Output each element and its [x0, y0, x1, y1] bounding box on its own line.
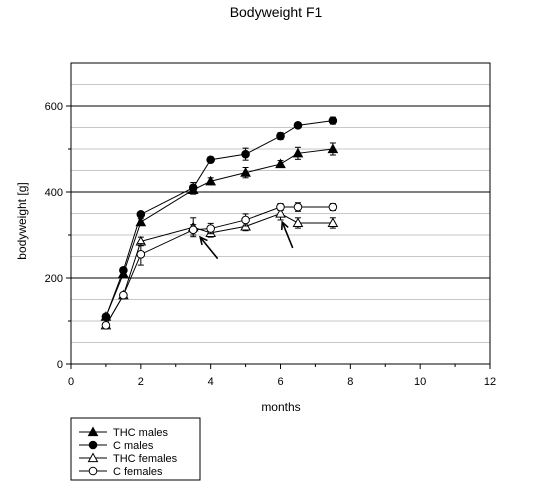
y-tick-label: 0 — [57, 359, 63, 371]
y-tick-label: 400 — [45, 187, 63, 199]
data-point-c-females — [188, 225, 198, 235]
data-point-c-males — [188, 183, 198, 192]
chart-title: Bodyweight F1 — [230, 4, 323, 20]
plot-area: 0 2 4 6 8 10 12 0 200 400 600 — [45, 62, 496, 388]
data-point-c-males — [241, 149, 250, 159]
data-point-thc-females — [275, 207, 286, 218]
data-point-c-females — [276, 202, 285, 212]
annotation-arrow — [281, 221, 294, 249]
data-point-c-females — [241, 215, 250, 225]
data-point-c-males — [276, 131, 285, 141]
x-tick-label: 2 — [138, 376, 144, 388]
x-tick-label: 10 — [414, 376, 426, 388]
data-point-c-females — [293, 202, 303, 212]
data-point-c-males — [119, 265, 128, 275]
annotation-arrowhead — [199, 235, 208, 246]
legend-label-c-males: C males — [113, 440, 154, 452]
x-tick-label: 0 — [68, 376, 74, 388]
legend-marker-c-females — [88, 466, 98, 476]
x-axis-title: months — [261, 400, 300, 414]
annotation-arrowhead — [280, 220, 289, 231]
legend-label-c-females: C females — [113, 466, 163, 478]
data-point-c-females — [136, 250, 146, 259]
data-point-thc-males — [205, 175, 217, 186]
data-point-c-females — [328, 202, 338, 212]
data-point-c-males — [136, 210, 146, 219]
data-point-c-males — [101, 312, 111, 322]
y-tick-label: 200 — [45, 273, 63, 285]
data-point-thc-females — [292, 217, 304, 228]
legend-marker-thc-males — [87, 426, 99, 437]
y-axis-title: bodyweight [g] — [15, 182, 29, 259]
legend-marker-thc-females — [87, 452, 99, 463]
series-line-thc-males — [105, 148, 333, 317]
series-line-thc-females — [105, 212, 333, 326]
data-point-c-males — [206, 155, 215, 165]
data-point-c-females — [101, 321, 111, 330]
x-tick-label: 8 — [347, 376, 353, 388]
x-tick-label: 12 — [484, 376, 496, 388]
legend-label-thc-males: THC males — [113, 427, 169, 439]
data-point-c-males — [328, 116, 338, 125]
annotation-arrow — [199, 236, 219, 260]
legend-marker-c-males — [88, 440, 98, 450]
x-tick-label: 4 — [208, 376, 214, 388]
data-point-thc-males — [275, 158, 286, 169]
y-tick-label: 600 — [45, 101, 63, 113]
data-point-thc-females — [327, 217, 339, 228]
data-point-thc-males — [240, 167, 251, 177]
data-point-thc-males — [327, 143, 339, 154]
data-point-c-males — [293, 121, 303, 130]
data-point-thc-males — [292, 147, 304, 158]
x-tick-label: 6 — [277, 376, 283, 388]
data-point-c-females — [119, 290, 128, 300]
data-point-c-females — [206, 224, 215, 233]
legend-label-thc-females: THC females — [113, 453, 178, 465]
